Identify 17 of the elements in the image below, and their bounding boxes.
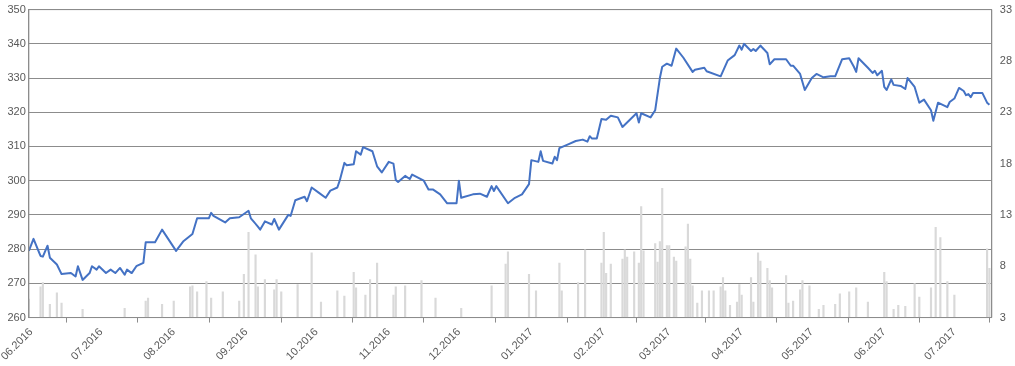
y2-tick-label: 28 xyxy=(999,53,1013,66)
y-tick-label: 260 xyxy=(7,310,26,323)
y2-tick-label: 13 xyxy=(999,207,1013,220)
y-tick-label: 310 xyxy=(7,139,26,152)
y-tick-label: 320 xyxy=(7,105,26,118)
y-tick-label: 290 xyxy=(7,207,26,220)
y2-tick-label: 18 xyxy=(999,156,1013,169)
y-tick-label: 350 xyxy=(7,2,26,15)
y-tick-label: 330 xyxy=(7,71,26,84)
y-tick-label: 300 xyxy=(7,173,26,186)
y2-tick-label: 8 xyxy=(999,259,1006,272)
y2-tick-label: 33 xyxy=(999,2,1013,15)
y-tick-label: 340 xyxy=(7,36,26,49)
y-tick-label: 280 xyxy=(7,242,26,255)
y-tick-label: 270 xyxy=(7,276,26,289)
y2-tick-label: 23 xyxy=(999,105,1013,118)
y2-tick-label: 3 xyxy=(999,310,1006,323)
